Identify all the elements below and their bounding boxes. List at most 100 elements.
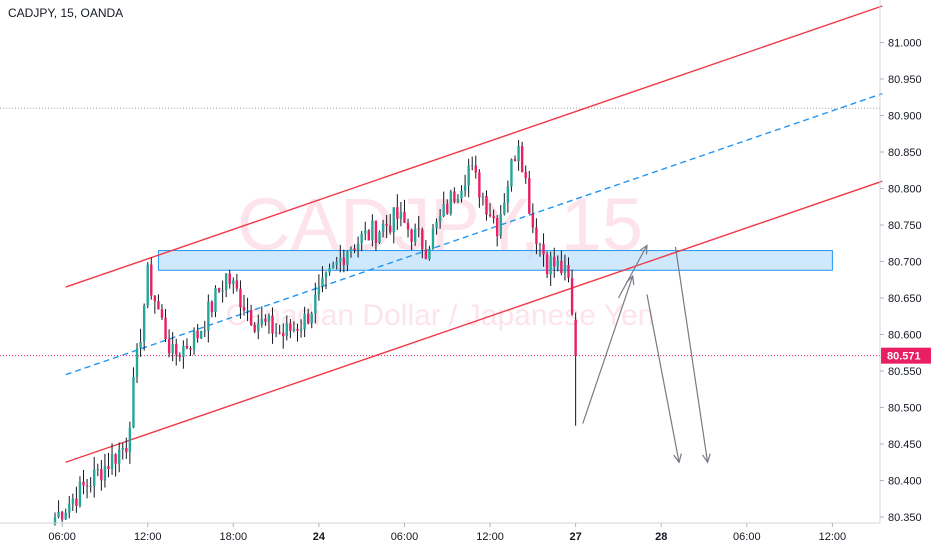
symbol-title: CADJPY, 15, OANDA [8,6,124,20]
candle-body [503,202,506,215]
candle-body [114,454,117,464]
resistance-zone[interactable] [157,250,833,271]
candle-body [217,288,221,292]
candle-body [60,511,64,520]
candle-body [438,216,442,222]
candle-body [175,343,178,355]
candle-body [353,248,356,251]
candle-body [285,323,288,337]
price-tick-label: 80.450 [888,439,922,451]
candle-body [128,427,132,453]
candle-body [567,265,570,278]
projection-arrow-line [582,275,634,424]
candle-body [506,186,510,203]
candle-body [132,376,135,428]
candle-body [367,230,371,241]
candle-body [524,172,527,179]
candle-body [306,313,310,324]
candle-body [556,260,560,267]
candle-body [317,286,321,295]
candle-body [292,328,296,331]
candle-body [499,214,502,237]
candle-body [339,257,342,262]
projection-arrow-head [639,244,648,255]
time-tick-label: 12:00 [476,531,504,543]
candle-body [64,512,67,520]
candle-body [82,481,85,486]
candle-body [563,265,567,273]
candle-body [75,498,78,506]
candle-body [535,227,538,245]
price-tick-label: 80.400 [888,476,922,488]
candle-body [553,256,556,267]
candles [53,140,577,526]
candle-body [296,328,299,331]
candle-body [364,230,367,234]
candle-body [150,264,153,296]
price-tick-label: 80.500 [888,403,922,415]
candle-body [520,145,524,173]
candle-body [331,264,335,269]
candle-body [517,145,520,162]
price-tick-label: 80.600 [888,330,922,342]
candle-body [460,190,463,199]
candle-body [428,249,431,260]
candle-body [471,165,474,167]
candle-body [117,449,121,464]
projection-arrow-line [646,294,680,463]
candle-body [164,317,167,340]
candle-body [324,272,328,278]
candle-body [346,251,349,266]
candle-body [406,222,410,230]
candle-body [253,324,256,332]
candle-body [417,228,420,230]
candle-body [328,268,331,273]
time-tick-label: 18:00 [220,531,248,543]
candle-body [360,233,363,244]
candle-body [157,301,160,310]
price-tick-label: 80.650 [888,293,922,305]
candle-body [374,220,378,243]
candle-body [549,256,552,275]
candle-body [246,310,249,312]
price-tick-label: 80.700 [888,257,922,269]
candle-body [196,330,199,339]
candle-body [121,447,124,450]
candle-body [135,348,139,377]
candle-body [53,517,57,525]
time-tick-label: 12:00 [819,531,847,543]
candle-body [274,332,278,334]
candle-body [228,273,231,285]
candle-body [410,229,413,242]
candle-body [531,213,535,228]
candle-body [71,498,75,504]
candle-body [57,511,60,518]
time-tick-label: 06:00 [733,531,761,543]
candle-body [303,313,306,330]
candle-body [495,217,499,237]
candle-body [463,185,467,191]
candle-body [560,260,563,273]
price-channel[interactable] [65,5,883,463]
candle-body [446,203,449,214]
price-tick-label: 80.550 [888,366,922,378]
upper-channel-line [65,5,883,288]
candle-body [349,248,353,252]
candle-body [282,332,285,337]
time-tick-label: 12:00 [134,531,162,543]
candle-body [378,231,381,243]
current-price-label: 80.571 [887,351,921,363]
candle-body [125,447,128,453]
candle-body [171,343,174,354]
candle-body [249,310,253,325]
projection-arrows[interactable] [582,244,711,464]
price-tick-label: 81.000 [888,38,922,50]
candle-body [89,486,92,488]
candle-body [267,315,271,322]
price-tick-label: 80.950 [888,74,922,86]
time-tick-label: 27 [570,531,582,543]
projection-arrow-head [673,453,682,464]
candle-body [139,341,142,349]
